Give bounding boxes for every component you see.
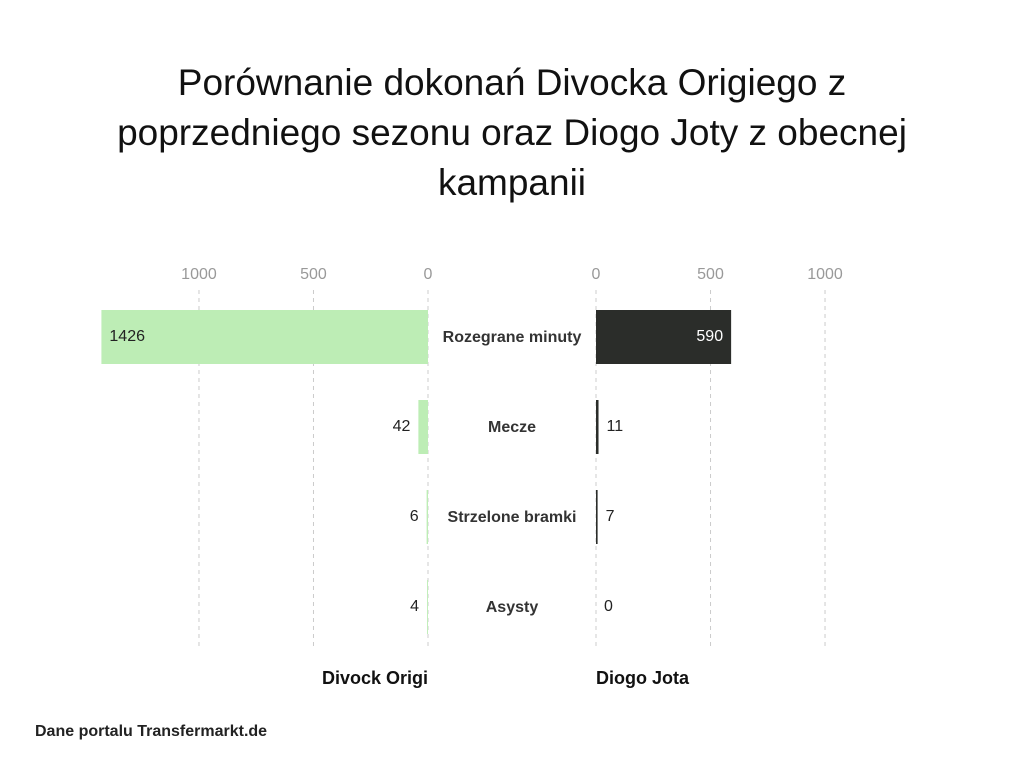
x-tick-label: 0 [592,266,601,283]
category-label: Rozegrane minuty [443,329,582,346]
bar [596,310,732,364]
value-label: 42 [393,418,411,435]
value-label: 11 [607,418,624,435]
x-tick-label: 0 [424,266,433,283]
x-tick-label: 1000 [181,266,217,283]
value-label: 590 [696,328,723,345]
x-tick-label: 500 [300,266,327,283]
series-name: Divock Origi [322,668,428,688]
value-label: 7 [606,508,615,525]
bar [427,580,428,634]
category-label: Mecze [488,419,536,436]
bar [101,310,429,364]
value-label: 6 [410,508,419,525]
x-tick-label: 500 [697,266,724,283]
bar [596,400,599,454]
series-name: Diogo Jota [596,668,690,688]
bar [426,490,428,544]
category-label: Asysty [486,599,539,616]
chart-title: Porównanie dokonań Divocka Origiego z po… [117,62,907,203]
x-tick-label: 1000 [807,266,843,283]
source-note: Dane portalu Transfermarkt.de [35,723,267,740]
value-label: 4 [410,598,419,615]
bar [596,490,598,544]
category-label: Strzelone bramki [448,509,577,526]
value-label: 0 [604,598,613,615]
value-label: 1426 [109,328,145,345]
bar [418,400,428,454]
